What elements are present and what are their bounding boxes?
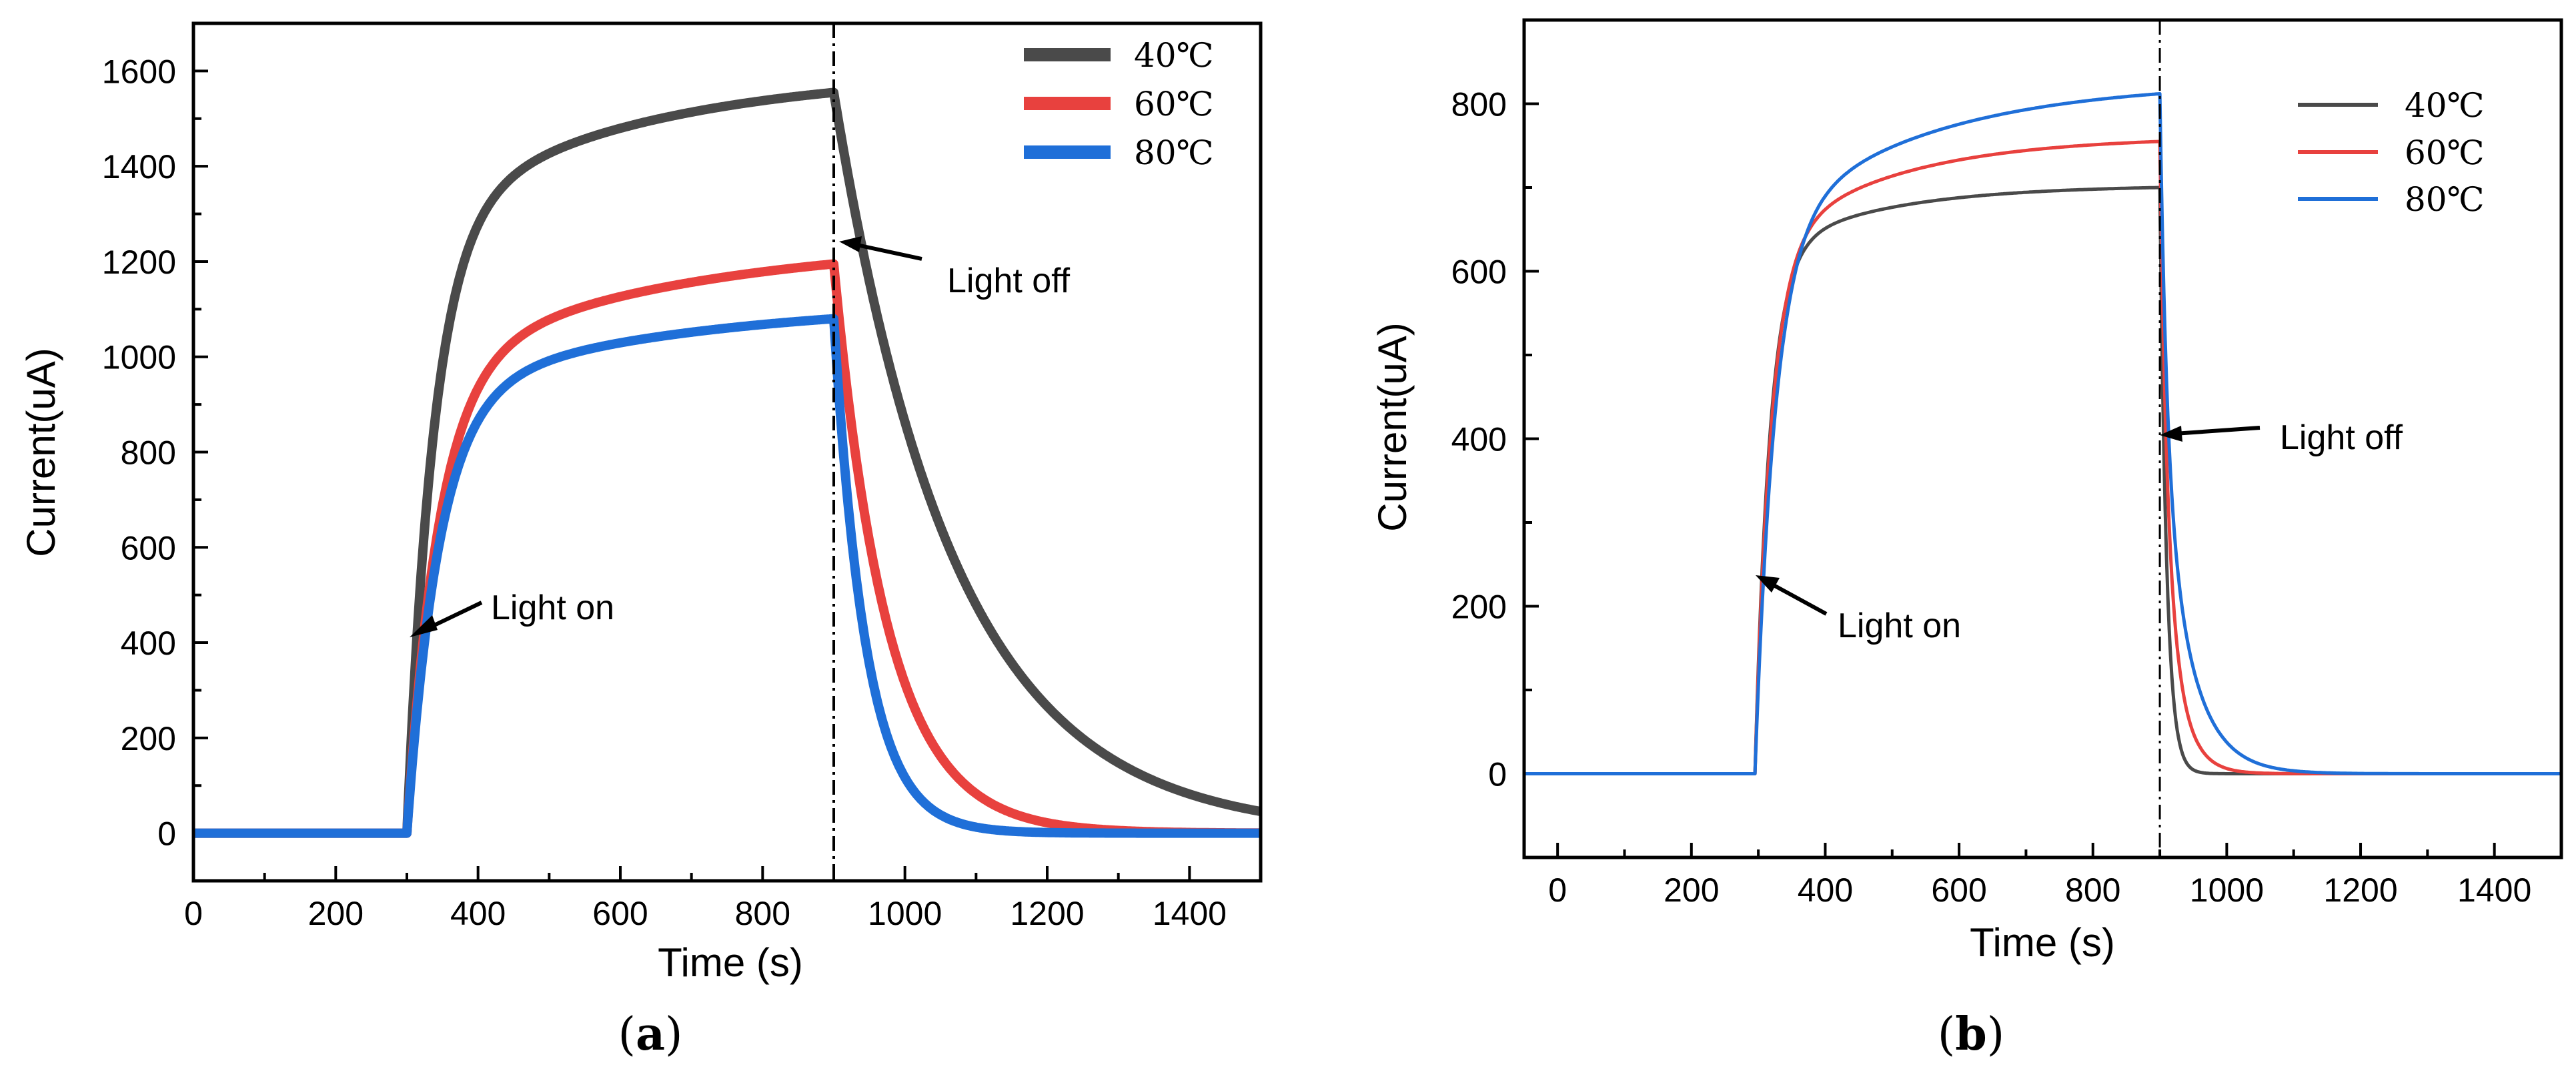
legend-label-80c: 80℃ xyxy=(2405,180,2485,219)
x-tick-label: 1400 xyxy=(2457,871,2531,909)
light-off-arrowhead xyxy=(2160,426,2182,442)
x-tick-label: 0 xyxy=(1548,871,1567,909)
x-tick-label: 400 xyxy=(450,895,506,932)
legend: 40℃ 60℃ 80℃ xyxy=(1024,36,1214,172)
y-axis-title: Current(uA) xyxy=(1370,322,1415,531)
x-tick-label: 1200 xyxy=(1010,895,1084,932)
light-off-annotation: Light off xyxy=(947,262,1071,300)
light-on-arrow xyxy=(1766,580,1828,616)
y-tick-label: 0 xyxy=(1488,756,1507,793)
y-tick-label: 800 xyxy=(121,434,176,472)
x-tick-label: 200 xyxy=(308,895,364,932)
series-layer xyxy=(1524,91,2561,775)
panel-caption: (b) xyxy=(1938,1008,2005,1061)
x-tick-label: 0 xyxy=(184,895,203,932)
plot-frame xyxy=(1522,18,2563,859)
y-tick-label: 1200 xyxy=(102,244,176,281)
y-axis-ticks: 0 200 400 600 800 1000 1200 1400 1600 xyxy=(102,22,208,882)
panel-a: 0 200 400 600 800 1000 1200 1400 0 200 400 600 800 1… xyxy=(19,21,1263,1061)
legend-label-60c: 60℃ xyxy=(1134,85,1214,123)
light-off-arrowhead xyxy=(839,236,862,252)
light-on-arrowhead xyxy=(1756,575,1780,593)
x-tick-label: 1200 xyxy=(2323,871,2397,909)
light-off-annotation: Light off xyxy=(2280,418,2403,457)
y-tick-label: 200 xyxy=(121,720,176,757)
y-tick-label: 0 xyxy=(157,815,176,853)
legend-label-80c: 80℃ xyxy=(1134,133,1214,172)
y-tick-label: 400 xyxy=(1451,421,1507,458)
x-tick-label: 600 xyxy=(1931,871,1986,909)
y-tick-label: 600 xyxy=(1451,254,1507,291)
x-axis-ticks: 0 200 400 600 800 1000 1200 1400 xyxy=(1548,843,2563,909)
x-tick-label: 800 xyxy=(2065,871,2120,909)
y-tick-label: 600 xyxy=(121,529,176,567)
x-tick-label: 600 xyxy=(592,895,648,932)
light-off-arrow xyxy=(853,242,922,261)
x-tick-label: 400 xyxy=(1798,871,1853,909)
y-tick-label: 200 xyxy=(1451,589,1507,626)
plot-frame xyxy=(191,21,1263,883)
panel-b: 0 200 400 600 800 1000 1200 1400 0200400600800 … xyxy=(1370,18,2563,1061)
y-tick-label: 1400 xyxy=(102,148,176,186)
light-on-arrowhead xyxy=(410,615,438,637)
caption-close-paren: ) xyxy=(665,1008,683,1061)
light-off-arrow xyxy=(2174,426,2261,436)
y-tick-label: 1600 xyxy=(102,53,176,90)
caption-letter: a xyxy=(636,1008,665,1061)
legend-label-60c: 60℃ xyxy=(2405,133,2485,172)
x-tick-label: 800 xyxy=(735,895,790,932)
series-line-80c xyxy=(193,314,1261,838)
x-tick-label: 1400 xyxy=(1153,895,1227,932)
y-axis-ticks: 0 200 400 600 800 xyxy=(1451,19,1539,859)
y-tick-label: 400 xyxy=(121,625,176,662)
light-on-annotation: Light on xyxy=(491,589,614,627)
light-on-annotation: Light on xyxy=(1838,607,1961,645)
legend-label-40c: 40℃ xyxy=(1134,36,1214,75)
x-axis-title: Time (s) xyxy=(1970,920,2115,965)
x-tick-label: 200 xyxy=(1664,871,1719,909)
caption-open-paren: ( xyxy=(618,1008,636,1061)
series-layer xyxy=(193,87,1261,838)
panel-caption: (a) xyxy=(618,1008,682,1061)
x-tick-label: 1000 xyxy=(2190,871,2264,909)
caption-letter: b xyxy=(1955,1008,1987,1061)
x-axis-ticks: 0 200 400 600 800 1000 1200 1400 xyxy=(184,866,1262,932)
y-tick-label: 800 xyxy=(1451,86,1507,123)
y-axis-title: Current(uA) xyxy=(19,348,63,557)
legend-label-40c: 40℃ xyxy=(2405,86,2485,125)
caption-close-paren: ) xyxy=(1987,1008,2005,1061)
x-axis-title: Time (s) xyxy=(658,940,803,985)
series-line-80c xyxy=(1524,91,2561,775)
legend: 40℃ 60℃ 80℃ xyxy=(2298,86,2485,219)
y-tick-label: 1000 xyxy=(102,339,176,376)
caption-open-paren: ( xyxy=(1938,1008,1956,1061)
x-tick-label: 1000 xyxy=(868,895,942,932)
